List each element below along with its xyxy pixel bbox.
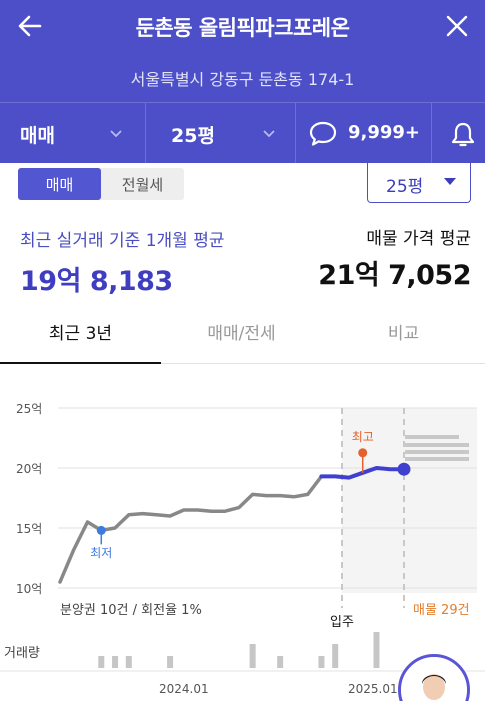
current-price-marker [397, 462, 411, 476]
high-point-marker [358, 448, 368, 458]
volume-bar [318, 656, 325, 668]
listing-avg-value: 21억 7,052 [318, 260, 471, 291]
volume-bar [277, 656, 284, 668]
volume-bar [112, 656, 119, 668]
tab-compare[interactable]: 비교 [387, 324, 420, 344]
volume-bar [125, 656, 132, 668]
trade-type-dropdown[interactable]: 매매 [0, 103, 145, 164]
low-point-marker [96, 525, 106, 535]
listing-avg-label: 매물 가격 평균 [366, 229, 471, 249]
page-title: 둔촌동 올림픽파크포레온 [135, 16, 350, 40]
low-price-label: 최저 [90, 546, 113, 561]
size-label: 25평 [171, 125, 215, 147]
listing-price-bar [405, 435, 459, 439]
y-tick-label: 15억 [16, 522, 43, 536]
speech-bubble-icon [309, 121, 337, 146]
size-dropdown[interactable]: 25평 [146, 103, 295, 164]
top-bar: 둔촌동 올림픽파크포레온 [0, 0, 485, 52]
comments-button[interactable]: 9,999+ [296, 103, 431, 164]
header: 둔촌동 올림픽파크포레온 서울특별시 강동구 둔촌동 174-1 매매 25평 … [0, 0, 485, 164]
high-price-label: 최고 [351, 429, 374, 444]
size-select-label: 25평 [386, 177, 424, 197]
chevron-down-icon [110, 130, 122, 138]
close-icon[interactable] [441, 10, 473, 42]
tab-recent-3y[interactable]: 최근 3년 [0, 312, 161, 364]
y-tick-label: 10억 [16, 582, 43, 596]
y-tick-label: 25억 [16, 402, 43, 416]
volume-label: 거래량 [4, 646, 40, 661]
listing-price-bar [405, 443, 469, 447]
agent-portrait-icon [401, 657, 467, 701]
listing-price-bar [405, 457, 469, 461]
bell-icon [451, 122, 475, 147]
volume-bar [98, 656, 105, 668]
trade-lease-toggle: 매매 전월세 [18, 168, 184, 200]
real-avg-label: 최근 실거래 기준 1개월 평균 [20, 231, 225, 251]
chart-tabs: 최근 3년 매매/전세 비교 [0, 312, 485, 364]
y-tick-label: 20억 [16, 462, 43, 476]
toggle-lease[interactable]: 전월세 [121, 175, 164, 194]
x-tick-label: 2025.01 [348, 682, 398, 696]
toggle-sale[interactable]: 매매 [18, 168, 101, 200]
filter-bar: 매매 25평 9,999+ [0, 102, 485, 164]
x-tick-label: 2024.01 [159, 682, 209, 696]
chevron-down-icon [263, 130, 275, 138]
volume-bar [332, 644, 339, 668]
back-arrow-icon[interactable] [14, 10, 46, 42]
listing-count: 매물 29건 [413, 603, 470, 618]
notification-button[interactable] [432, 103, 485, 164]
volume-bar [167, 656, 174, 668]
price-chart: 25억 20억 15억 10억 최저 최고 분양권 10건 / 회전율 1% 입… [0, 380, 485, 701]
move-in-label: 입주 [330, 615, 354, 630]
trade-type-label: 매매 [20, 125, 55, 147]
address: 서울특별시 강동구 둔촌동 174-1 [130, 70, 355, 89]
price-chart-svg [0, 407, 485, 672]
comment-count: 9,999+ [348, 122, 421, 143]
volume-bar [249, 644, 256, 668]
real-avg-value: 19억 8,183 [20, 266, 173, 297]
volume-bar [373, 632, 380, 668]
presale-stats: 분양권 10건 / 회전율 1% [60, 603, 202, 618]
size-select[interactable]: 25평 [367, 163, 471, 203]
caret-down-icon [444, 178, 456, 185]
tab-sale-lease[interactable]: 매매/전세 [207, 324, 276, 344]
listing-price-bar [405, 450, 469, 454]
